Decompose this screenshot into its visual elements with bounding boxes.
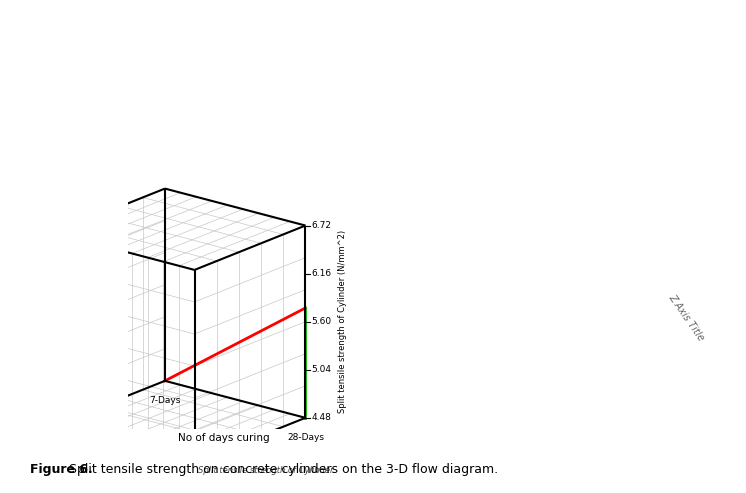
Text: 28-Days: 28-Days [287,433,324,442]
Text: 6.16: 6.16 [312,269,332,278]
Text: 7-Days: 7-Days [149,395,181,405]
Text: Z Axis Title: Z Axis Title [666,293,706,343]
Text: Split tensile strength of Cylinder: Split tensile strength of Cylinder [198,466,333,475]
Text: Split tensile strength on concrete cylinders on the 3-D flow diagram.: Split tensile strength on concrete cylin… [65,463,498,476]
Polygon shape [54,188,165,425]
Text: Figure 6.: Figure 6. [30,463,93,476]
Text: 6.72: 6.72 [312,221,332,230]
Text: 5.04: 5.04 [312,365,332,374]
Polygon shape [195,226,305,462]
Text: Split tensile strength of Cylinder (N/mm^2): Split tensile strength of Cylinder (N/mm… [338,230,347,413]
Text: No of days curing: No of days curing [178,433,270,443]
Text: 4.48: 4.48 [312,413,332,423]
Text: 5.60: 5.60 [312,317,332,326]
Polygon shape [54,233,195,462]
Polygon shape [54,188,305,270]
Polygon shape [54,381,305,462]
